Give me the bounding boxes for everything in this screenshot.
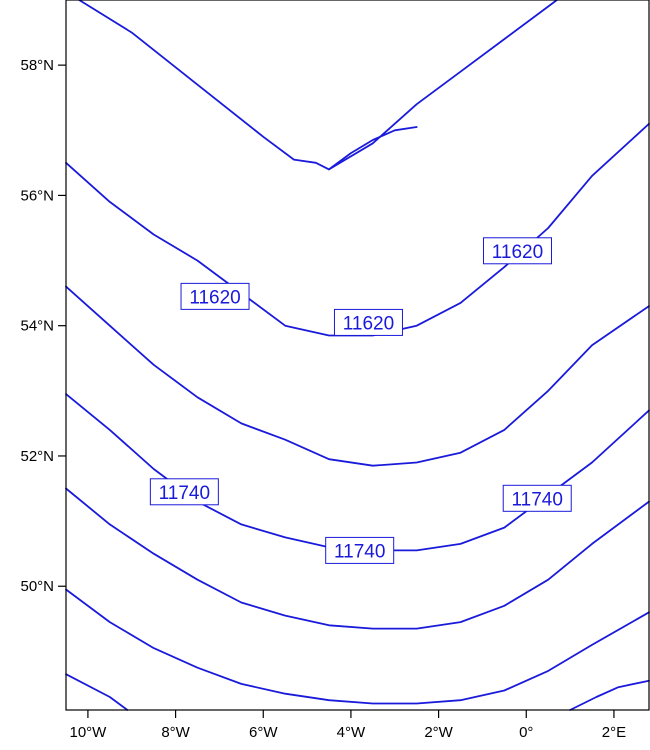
contour-line-6 (65, 487, 650, 630)
y-tick-label: 52°N (20, 448, 54, 465)
contour-line-2 (328, 0, 558, 171)
x-tick-label: 8°W (161, 724, 190, 741)
contour-label-text: 11620 (343, 313, 394, 334)
contour-line-3 (65, 122, 650, 337)
contour-label: 11740 (502, 484, 572, 512)
contour-label-box (333, 308, 403, 336)
y-axis-ticks: 58°N 56°N 54°N 52°N 50°N (20, 57, 66, 595)
contour-label-box (180, 282, 250, 310)
contour-label: 11740 (325, 536, 395, 564)
contour-label-text: 11740 (159, 483, 210, 504)
contour-label-box (149, 478, 219, 506)
contour-label-text: 11620 (189, 287, 240, 308)
y-tick-label: 58°N (20, 57, 54, 74)
contour-labels: 11620 11620 11620 11740 11740 11740 (149, 237, 572, 564)
contour-label-box (325, 536, 395, 564)
x-axis-ticks: 10°W 8°W 6°W 4°W 2°W 0° 2°E (69, 710, 626, 741)
contour-lines (65, 0, 650, 711)
contour-label: 11620 (482, 237, 552, 265)
y-tick-label: 54°N (20, 318, 54, 335)
contour-label-text: 11740 (512, 489, 563, 510)
x-tick-label: 2°W (424, 724, 453, 741)
contour-line-1 (78, 0, 418, 171)
contour-label-box (502, 484, 572, 512)
x-tick-label: 10°W (69, 724, 107, 741)
x-tick-label: 0° (519, 724, 533, 741)
contour-line-4 (65, 285, 650, 467)
contour-label-text: 11740 (334, 541, 385, 562)
map-frame (65, 0, 650, 711)
contour-label-text: 11620 (492, 242, 543, 263)
y-tick-label: 56°N (20, 187, 54, 204)
contour-label: 11620 (180, 282, 250, 310)
contour-line-9 (569, 679, 650, 711)
x-tick-label: 2°E (602, 724, 626, 741)
contour-line-5 (65, 393, 650, 552)
x-tick-label: 4°W (337, 724, 366, 741)
contour-label-box (482, 237, 552, 265)
y-tick-label: 50°N (20, 578, 54, 595)
contour-line-7 (65, 588, 650, 705)
contour-label: 11740 (149, 478, 219, 506)
x-tick-label: 6°W (249, 724, 278, 741)
contour-line-8 (65, 673, 129, 711)
contour-label: 11620 (333, 308, 403, 336)
